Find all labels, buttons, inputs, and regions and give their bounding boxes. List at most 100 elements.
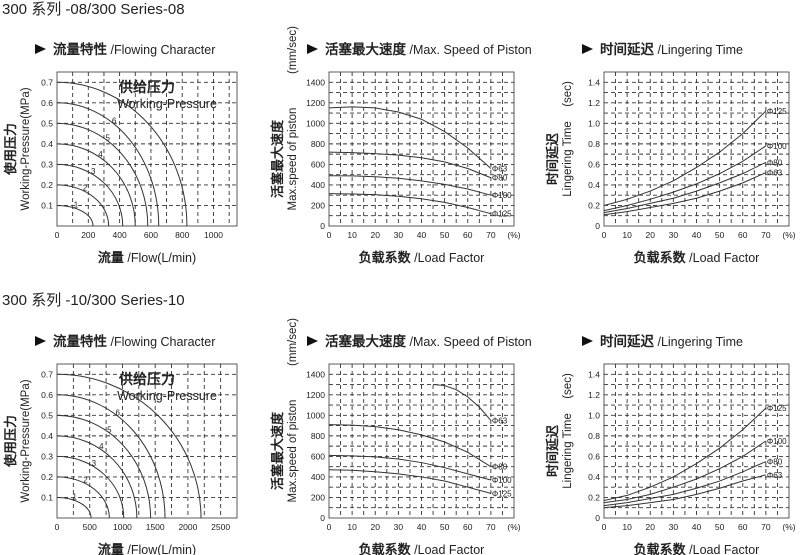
x-tick-label: 10 bbox=[347, 230, 357, 240]
series-label: Φ100 bbox=[492, 476, 512, 485]
x-tick-label: (%) bbox=[782, 522, 795, 532]
chart-title: 时间延迟 /Lingering Time bbox=[600, 41, 743, 57]
x-tick-label: 1500 bbox=[146, 522, 165, 532]
series-line bbox=[56, 163, 124, 227]
y-tick-label: 1.4 bbox=[588, 77, 600, 87]
x-tick-label: 400 bbox=[113, 230, 127, 240]
series-label: 7 bbox=[128, 100, 133, 109]
series-line bbox=[56, 204, 94, 227]
chart-panel: 流量特性 /Flowing Character 0 200 400 600 800 1000… bbox=[3, 41, 238, 265]
series-line bbox=[328, 424, 492, 468]
y-axis-label: 时间延迟 bbox=[545, 425, 560, 477]
x-tick-label: 30 bbox=[394, 230, 404, 240]
y-tick-label: 400 bbox=[311, 472, 325, 482]
x-axis-label: 流量 /Flow(L/min) bbox=[98, 250, 196, 265]
title-marker-icon bbox=[582, 336, 593, 346]
series-label: Φ80 bbox=[492, 174, 508, 183]
y-tick-label: 0.5 bbox=[41, 118, 53, 128]
series-label: 1 bbox=[73, 492, 78, 501]
series-line bbox=[603, 407, 767, 502]
x-tick-label: 10 bbox=[622, 230, 632, 240]
chart-panel: 时间延迟 /Lingering Time 0 10 20 30 40 50 60 70 (%) 0 0… bbox=[545, 333, 796, 555]
series-line bbox=[56, 496, 92, 519]
chart-title: 活塞最大速度 /Max. Speed of Piston bbox=[325, 41, 532, 57]
series-label: 4 bbox=[99, 442, 104, 451]
series-line bbox=[328, 175, 492, 196]
series-line bbox=[603, 474, 767, 509]
y-axis-label: Working-Pressure(MPa) bbox=[20, 87, 32, 210]
series-label: Φ100 bbox=[767, 142, 787, 151]
y-tick-label: 1.2 bbox=[588, 98, 600, 108]
x-tick-label: (%) bbox=[782, 230, 795, 240]
series-line bbox=[603, 440, 767, 504]
x-tick-label: 2000 bbox=[178, 522, 197, 532]
y-tick-label: 0.6 bbox=[588, 451, 600, 461]
y-tick-label: 1400 bbox=[306, 77, 325, 87]
y-tick-label: 0.3 bbox=[41, 159, 53, 169]
series-line bbox=[328, 106, 492, 169]
y-tick-label: 1200 bbox=[306, 390, 325, 400]
series-label: Φ63 bbox=[767, 169, 783, 178]
series-label: Φ63 bbox=[492, 165, 508, 174]
y-tick-label: 0.4 bbox=[588, 472, 600, 482]
title-marker-icon bbox=[35, 336, 46, 346]
x-tick-label: 20 bbox=[646, 522, 656, 532]
y-axis-label: 使用压力 bbox=[3, 415, 18, 468]
section-title: 300 系列 -10/300 Series-10 bbox=[2, 292, 185, 309]
y-tick-label: 0.8 bbox=[588, 139, 600, 149]
series-line bbox=[56, 143, 136, 227]
x-axis-label: 流量 /Flow(L/min) bbox=[98, 542, 196, 555]
y-tick-label: 0.2 bbox=[41, 180, 53, 190]
series-label: 5 bbox=[107, 425, 112, 434]
y-tick-label: 600 bbox=[311, 451, 325, 461]
y-tick-label: 0 bbox=[595, 221, 600, 231]
chart-panel: 活塞最大速度 /Max. Speed of Piston 0 10 20 30 40 50 6… bbox=[270, 318, 532, 555]
section-title: 300 系列 -08/300 Series-08 bbox=[2, 1, 185, 18]
series-line bbox=[433, 384, 492, 421]
x-tick-label: 20 bbox=[371, 230, 381, 240]
y-tick-label: 0.3 bbox=[41, 451, 53, 461]
series-label: 6 bbox=[116, 409, 121, 418]
y-axis-label: 活塞最大速度 bbox=[270, 119, 285, 198]
x-tick-label: 800 bbox=[175, 230, 189, 240]
y-tick-label: 0.1 bbox=[41, 492, 53, 502]
y-tick-label: 200 bbox=[311, 200, 325, 210]
chart-annotation: 供给压力 bbox=[118, 79, 175, 95]
x-tick-label: 30 bbox=[394, 522, 404, 532]
x-tick-label: 60 bbox=[463, 230, 473, 240]
y-tick-label: 1000 bbox=[306, 410, 325, 420]
chart-annotation: Working-Pressure bbox=[117, 97, 217, 111]
series-label: Φ100 bbox=[767, 437, 787, 446]
y-axis-label: 活塞最大速度 bbox=[270, 411, 285, 490]
x-tick-label: 20 bbox=[646, 230, 656, 240]
x-tick-label: 0 bbox=[602, 522, 607, 532]
chart-annotation: Working-Pressure bbox=[117, 389, 217, 403]
series-line bbox=[603, 461, 767, 507]
y-tick-label: 0 bbox=[320, 513, 325, 523]
y-tick-label: 800 bbox=[311, 431, 325, 441]
y-tick-label: 0.7 bbox=[41, 77, 53, 87]
x-tick-label: 2500 bbox=[211, 522, 230, 532]
x-axis-label: 负载系数 /Load Factor bbox=[634, 250, 760, 265]
chart-panel: 时间延迟 /Lingering Time 0 10 20 30 40 50 60 70 (%) 0 0… bbox=[545, 41, 796, 265]
x-tick-label: 60 bbox=[738, 230, 748, 240]
x-tick-label: 10 bbox=[347, 522, 357, 532]
series-label: 6 bbox=[112, 117, 117, 126]
y-axis-label: 时间延迟 bbox=[545, 133, 560, 185]
y-tick-label: 0.6 bbox=[588, 159, 600, 169]
x-tick-label: 50 bbox=[715, 522, 725, 532]
plot-frame bbox=[56, 71, 238, 227]
y-axis-label: Max.speed of piston bbox=[287, 400, 299, 503]
series-label: Φ125 bbox=[492, 489, 512, 498]
series-label: Φ125 bbox=[767, 107, 787, 116]
x-tick-label: 0 bbox=[55, 230, 60, 240]
x-tick-label: 1000 bbox=[113, 522, 132, 532]
series-line bbox=[56, 435, 138, 519]
x-tick-label: 200 bbox=[81, 230, 95, 240]
series-label: 2 bbox=[83, 184, 88, 193]
y-tick-label: 0 bbox=[595, 513, 600, 523]
x-tick-label: 600 bbox=[144, 230, 158, 240]
series-line bbox=[603, 110, 767, 206]
x-tick-label: 40 bbox=[417, 522, 427, 532]
